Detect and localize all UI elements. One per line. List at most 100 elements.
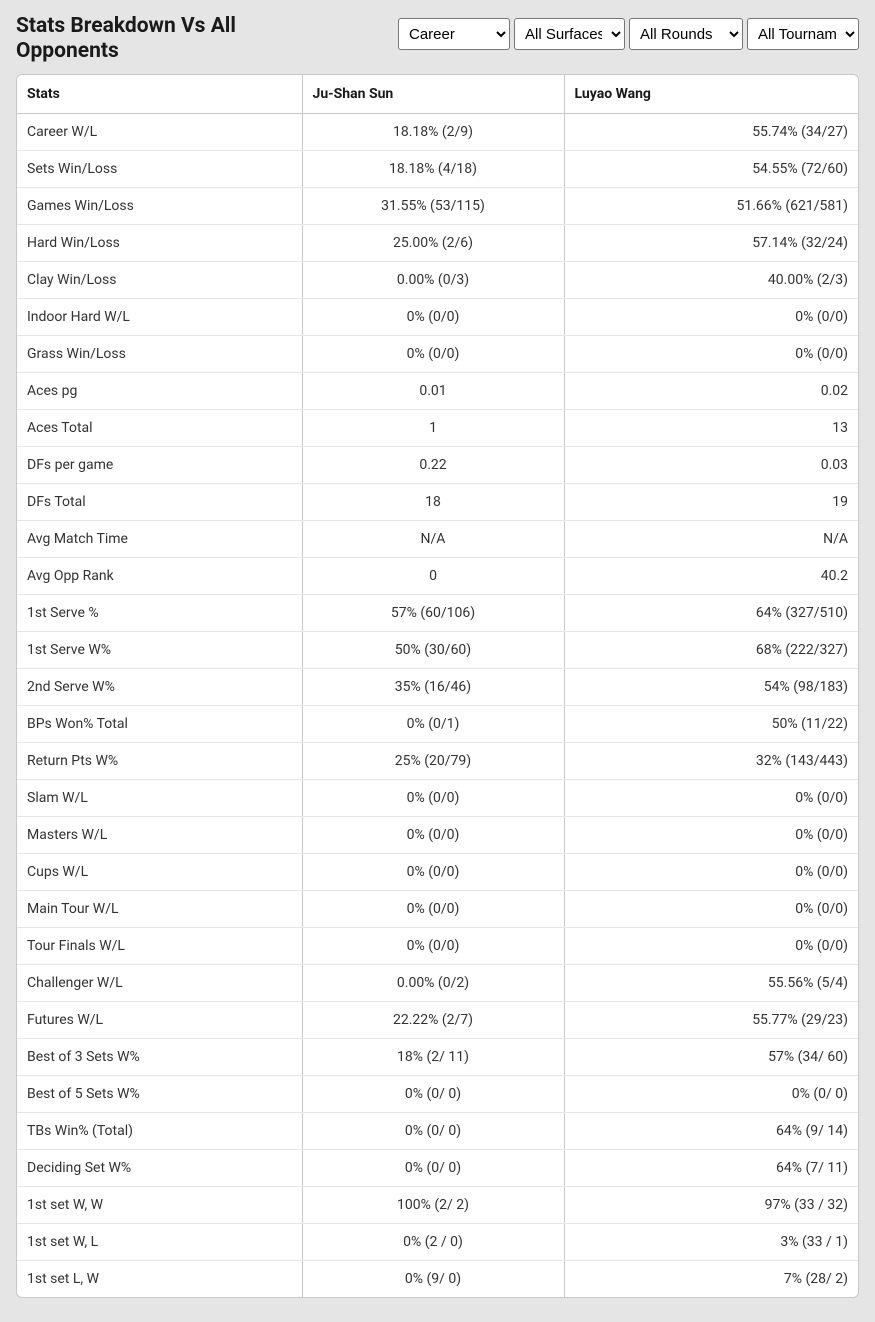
stat-label: DFs Total (17, 484, 302, 521)
table-row: Futures W/L22.22% (2/7)55.77% (29/23) (17, 1002, 858, 1039)
stat-player1-value: 18.18% (2/9) (302, 114, 564, 151)
table-row: Aces pg0.010.02 (17, 373, 858, 410)
filter-career-select[interactable]: Career (398, 18, 510, 50)
filter-tournament-select[interactable]: All Tournaments (747, 18, 859, 50)
stat-player2-value: 51.66% (621/581) (564, 188, 858, 225)
col-header-player2: Luyao Wang (564, 75, 858, 114)
stat-label: Aces Total (17, 410, 302, 447)
stat-player2-value: 57.14% (32/24) (564, 225, 858, 262)
stat-player1-value: 0.22 (302, 447, 564, 484)
stat-player1-value: 0% (0/ 0) (302, 1150, 564, 1187)
stat-player2-value: 64% (327/510) (564, 595, 858, 632)
table-row: Clay Win/Loss0.00% (0/3)40.00% (2/3) (17, 262, 858, 299)
table-row: Games Win/Loss31.55% (53/115)51.66% (621… (17, 188, 858, 225)
col-header-player1: Ju-Shan Sun (302, 75, 564, 114)
stat-label: Career W/L (17, 114, 302, 151)
table-row: 1st set W, W100% (2/ 2)97% (33 / 32) (17, 1187, 858, 1224)
stat-player1-value: 18.18% (4/18) (302, 151, 564, 188)
stat-player1-value: 0.01 (302, 373, 564, 410)
stat-player2-value: 0% (0/0) (564, 780, 858, 817)
table-row: Challenger W/L0.00% (0/2)55.56% (5/4) (17, 965, 858, 1002)
stat-player2-value: 40.00% (2/3) (564, 262, 858, 299)
stat-player1-value: 22.22% (2/7) (302, 1002, 564, 1039)
stat-player2-value: 7% (28/ 2) (564, 1261, 858, 1298)
stat-player1-value: 0% (0/1) (302, 706, 564, 743)
stat-label: Aces pg (17, 373, 302, 410)
stat-player2-value: 0% (0/0) (564, 928, 858, 965)
filter-surface-select[interactable]: All Surfaces (514, 18, 625, 50)
table-row: 1st Serve %57% (60/106)64% (327/510) (17, 595, 858, 632)
table-row: Sets Win/Loss18.18% (4/18)54.55% (72/60) (17, 151, 858, 188)
table-row: Indoor Hard W/L0% (0/0)0% (0/0) (17, 299, 858, 336)
stat-player1-value: 0% (0/0) (302, 854, 564, 891)
stat-label: Best of 3 Sets W% (17, 1039, 302, 1076)
filter-round-select[interactable]: All Rounds (629, 18, 743, 50)
stat-label: Main Tour W/L (17, 891, 302, 928)
stat-label: Games Win/Loss (17, 188, 302, 225)
table-row: DFs Total1819 (17, 484, 858, 521)
stat-label: Indoor Hard W/L (17, 299, 302, 336)
stat-label: Deciding Set W% (17, 1150, 302, 1187)
stat-player2-value: 54% (98/183) (564, 669, 858, 706)
stat-label: 1st Serve W% (17, 632, 302, 669)
stats-table-container: Stats Ju-Shan Sun Luyao Wang Career W/L1… (16, 74, 859, 1298)
table-row: TBs Win% (Total)0% (0/ 0)64% (9/ 14) (17, 1113, 858, 1150)
table-header-row: Stats Ju-Shan Sun Luyao Wang (17, 75, 858, 114)
stat-player1-value: N/A (302, 521, 564, 558)
table-row: Career W/L18.18% (2/9)55.74% (34/27) (17, 114, 858, 151)
table-row: Tour Finals W/L0% (0/0)0% (0/0) (17, 928, 858, 965)
stat-label: Best of 5 Sets W% (17, 1076, 302, 1113)
table-row: Cups W/L0% (0/0)0% (0/0) (17, 854, 858, 891)
table-row: 2nd Serve W%35% (16/46)54% (98/183) (17, 669, 858, 706)
stat-label: 1st Serve % (17, 595, 302, 632)
stat-player2-value: 0% (0/0) (564, 817, 858, 854)
stat-label: Return Pts W% (17, 743, 302, 780)
stat-player2-value: 50% (11/22) (564, 706, 858, 743)
stats-table: Stats Ju-Shan Sun Luyao Wang Career W/L1… (17, 75, 858, 1297)
stat-label: Masters W/L (17, 817, 302, 854)
stat-label: Tour Finals W/L (17, 928, 302, 965)
stat-player2-value: 40.2 (564, 558, 858, 595)
stat-player2-value: 57% (34/ 60) (564, 1039, 858, 1076)
stat-player1-value: 31.55% (53/115) (302, 188, 564, 225)
stat-player1-value: 0% (0/0) (302, 299, 564, 336)
stat-label: Slam W/L (17, 780, 302, 817)
stat-label: Cups W/L (17, 854, 302, 891)
stat-player1-value: 1 (302, 410, 564, 447)
table-row: BPs Won% Total0% (0/1)50% (11/22) (17, 706, 858, 743)
stat-player2-value: 0% (0/0) (564, 336, 858, 373)
stat-player1-value: 25.00% (2/6) (302, 225, 564, 262)
stat-player1-value: 0% (0/0) (302, 336, 564, 373)
stat-player2-value: 0% (0/0) (564, 299, 858, 336)
stat-player2-value: 64% (7/ 11) (564, 1150, 858, 1187)
stat-player1-value: 0% (0/0) (302, 891, 564, 928)
table-row: Best of 3 Sets W%18% (2/ 11)57% (34/ 60) (17, 1039, 858, 1076)
stat-player2-value: 0.03 (564, 447, 858, 484)
stat-player2-value: 19 (564, 484, 858, 521)
table-row: Hard Win/Loss25.00% (2/6)57.14% (32/24) (17, 225, 858, 262)
table-row: Avg Match TimeN/AN/A (17, 521, 858, 558)
stat-player2-value: 55.77% (29/23) (564, 1002, 858, 1039)
stat-player1-value: 18 (302, 484, 564, 521)
stat-label: Clay Win/Loss (17, 262, 302, 299)
table-row: 1st set L, W0% (9/ 0)7% (28/ 2) (17, 1261, 858, 1298)
stat-player1-value: 0% (0/ 0) (302, 1076, 564, 1113)
stat-label: 1st set L, W (17, 1261, 302, 1298)
stat-player1-value: 0% (2 / 0) (302, 1224, 564, 1261)
stat-player2-value: 0% (0/ 0) (564, 1076, 858, 1113)
stat-label: Sets Win/Loss (17, 151, 302, 188)
table-row: Main Tour W/L0% (0/0)0% (0/0) (17, 891, 858, 928)
stat-player1-value: 0.00% (0/2) (302, 965, 564, 1002)
table-row: Masters W/L0% (0/0)0% (0/0) (17, 817, 858, 854)
table-row: Deciding Set W%0% (0/ 0)64% (7/ 11) (17, 1150, 858, 1187)
stat-label: 1st set W, L (17, 1224, 302, 1261)
stat-player2-value: 97% (33 / 32) (564, 1187, 858, 1224)
stat-player2-value: 0.02 (564, 373, 858, 410)
stat-player2-value: N/A (564, 521, 858, 558)
table-row: Aces Total113 (17, 410, 858, 447)
table-row: Avg Opp Rank040.2 (17, 558, 858, 595)
table-row: Return Pts W%25% (20/79)32% (143/443) (17, 743, 858, 780)
stat-label: 2nd Serve W% (17, 669, 302, 706)
stat-player1-value: 25% (20/79) (302, 743, 564, 780)
stat-player2-value: 55.56% (5/4) (564, 965, 858, 1002)
